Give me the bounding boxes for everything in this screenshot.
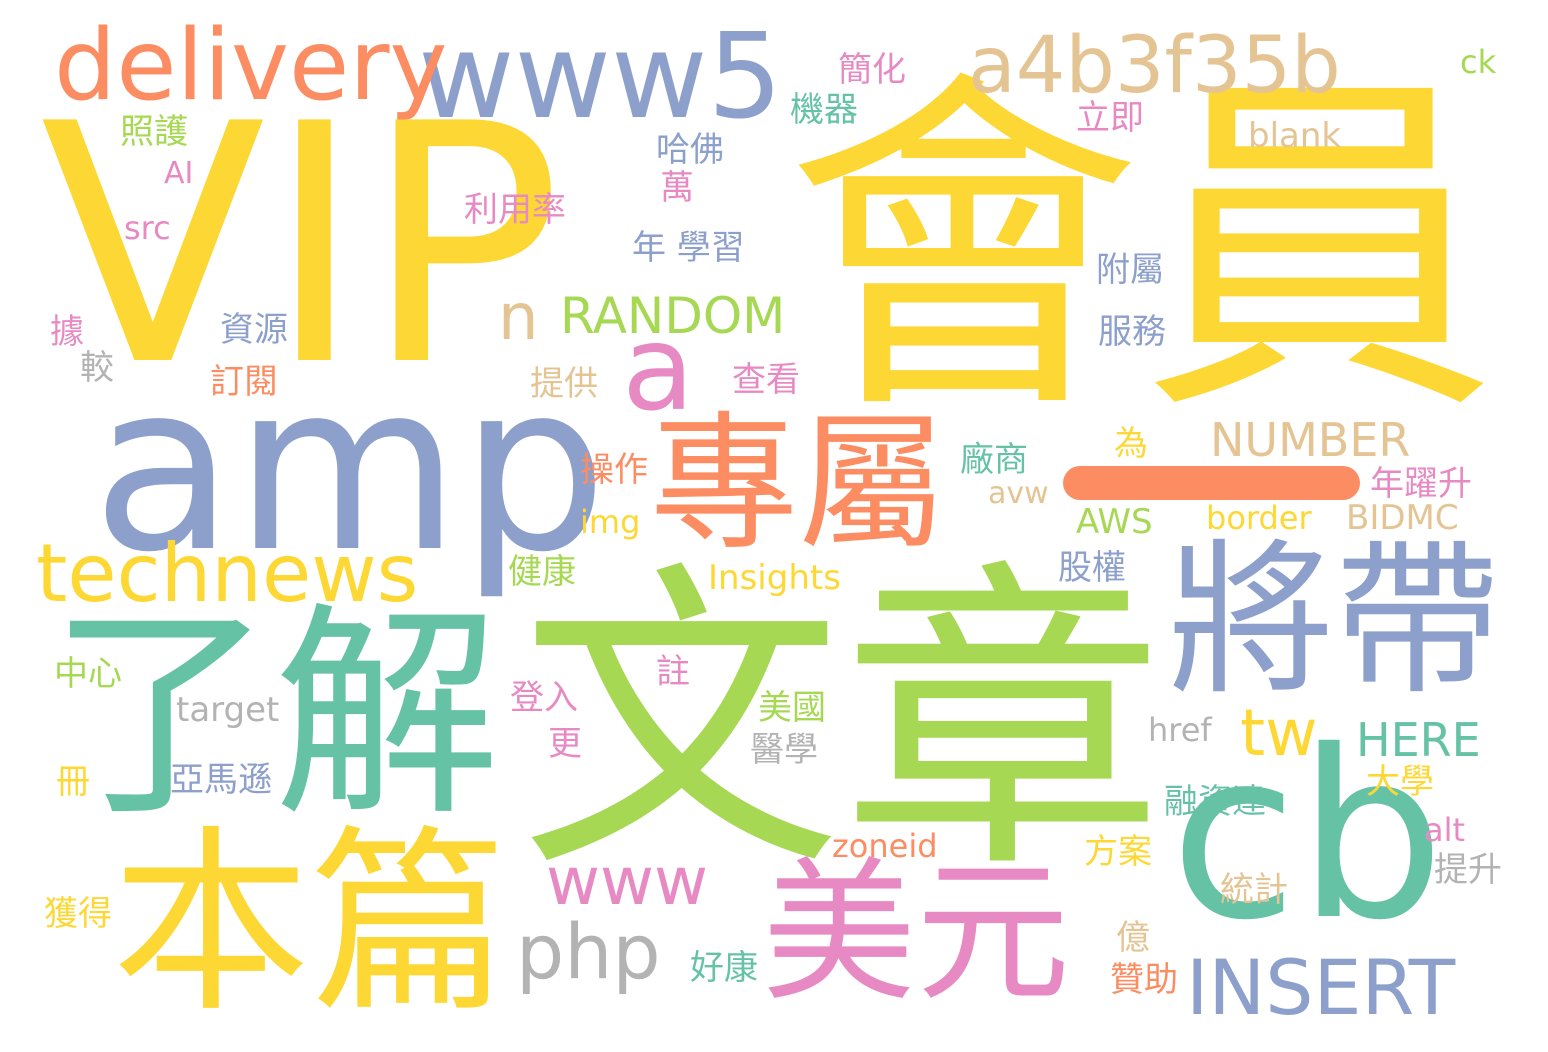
word-nian-yue-sheng: 年躍升 — [1370, 464, 1472, 504]
word-tw: tw — [1240, 697, 1318, 771]
word-avw: avw — [988, 476, 1049, 511]
word-insert: INSERT — [1186, 943, 1456, 1032]
word-href: href — [1148, 711, 1212, 749]
word-zhong-xin: 中心 — [54, 654, 122, 694]
word-cao-zuo: 操作 — [580, 450, 648, 490]
word-blank: blank — [1248, 116, 1342, 156]
word-here: HERE — [1356, 713, 1481, 767]
word-ben-pian: 本篇 — [112, 808, 508, 1039]
word-deng-ru: 登入 — [510, 678, 578, 718]
word-ce: 冊 — [56, 762, 90, 802]
word-www: www — [546, 843, 708, 920]
word-vip: VIP — [40, 54, 563, 438]
word-ck: ck — [1460, 43, 1497, 81]
word-ju: 據 — [50, 312, 84, 352]
word-img: img — [580, 503, 641, 541]
word-geng: 更 — [548, 724, 582, 764]
word-huo-de: 獲得 — [44, 894, 112, 934]
word-number: NUMBER — [1210, 413, 1411, 467]
word-cb: cb — [1170, 701, 1445, 971]
word-jian-kang: 健康 — [508, 552, 576, 592]
word-ai: AI — [164, 156, 194, 191]
word-fu-wu: 服務 — [1098, 312, 1166, 352]
word-liao-jie: 了解 — [48, 584, 501, 847]
word-zhu: 註 — [656, 652, 690, 692]
word-border: border — [1206, 499, 1312, 537]
word-gu-quan: 股權 — [1058, 548, 1126, 588]
word-random: RANDOM — [560, 287, 786, 345]
word-rong-zi-da: 融資達 — [1164, 782, 1266, 822]
word-tong-ji: 統計 — [1220, 870, 1288, 910]
word-yi: 億 — [1116, 918, 1150, 958]
word-aws: AWS — [1076, 502, 1153, 542]
word-fang-an: 方案 — [1084, 832, 1152, 872]
word-wan: 萬 — [660, 168, 694, 208]
word-zhao-hu: 照護 — [120, 112, 188, 152]
word-wei: 為 — [1114, 424, 1148, 464]
word-cha-kan: 查看 — [732, 360, 800, 400]
word-mei-yuan: 美元 — [762, 844, 1071, 1023]
word-ti-sheng: 提升 — [1434, 850, 1502, 890]
word-insights: Insights — [708, 558, 841, 598]
word-a: a — [622, 299, 695, 437]
word-alt: alt — [1424, 811, 1466, 849]
word-a4b3f35b: a4b3f35b — [968, 21, 1341, 111]
word-wen-zhang: 文章 — [520, 536, 1164, 911]
word-mei-guo: 美國 — [758, 688, 826, 728]
word-ti-gong: 提供 — [530, 364, 598, 404]
word-da-xue: 大學 — [1366, 762, 1434, 802]
word-hao-kang: 好康 — [690, 948, 758, 988]
word-ding-yue: 訂閱 — [210, 362, 278, 402]
word-yi-xue: 醫學 — [750, 730, 818, 770]
word-n: n — [498, 281, 539, 355]
word-ha-fo: 哈佛 — [656, 130, 724, 170]
word-delivery: delivery — [54, 9, 448, 123]
word-technews: technews — [36, 527, 419, 620]
word-nian-xue-xi: 年 學習 — [632, 228, 745, 268]
word-chang-shang: 廠商 — [960, 440, 1028, 480]
word-zan-zhu: 贊助 — [1110, 960, 1178, 1000]
word-hui-yuan: 會員 — [785, 43, 1497, 457]
word-ya-ma-xun: 亞馬遜 — [170, 760, 272, 800]
word-php: php — [516, 907, 661, 996]
word-target: target — [176, 690, 280, 730]
word-jian-hua: 簡化 — [838, 50, 906, 90]
word-fu-shu: 附屬 — [1096, 250, 1164, 290]
word-zoneid: zoneid — [832, 827, 938, 865]
separator-bar — [1063, 466, 1360, 500]
word-bidmc: BIDMC — [1346, 498, 1459, 538]
word-zhuan-shu: 專屬 — [650, 398, 946, 570]
word-www5: www5 — [418, 7, 783, 145]
word-ji-qi: 機器 — [790, 90, 858, 130]
word-amp: amp — [92, 333, 608, 603]
word-li-ji: 立即 — [1076, 98, 1144, 138]
word-jiang-dai: 將帶 — [1168, 525, 1500, 718]
word-li-yong-lu: 利用率 — [464, 190, 566, 230]
word-zi-yuan: 資源 — [220, 310, 288, 350]
word-src: src — [124, 209, 171, 247]
word-jiao: 較 — [80, 348, 114, 388]
